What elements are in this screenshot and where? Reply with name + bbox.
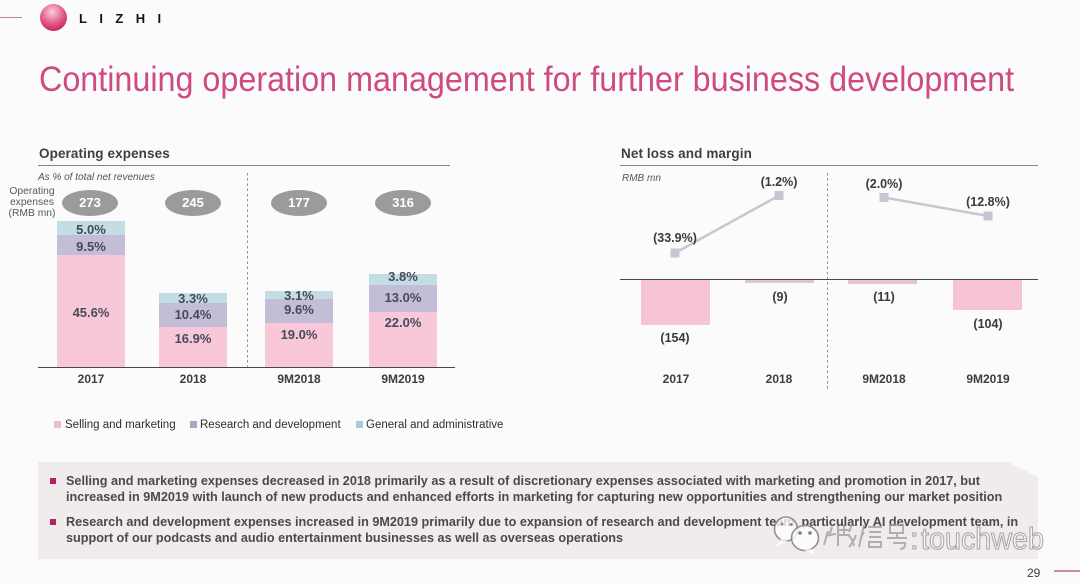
svg-text:touchweb: touchweb	[921, 521, 1044, 556]
svg-text::: :	[910, 521, 919, 556]
